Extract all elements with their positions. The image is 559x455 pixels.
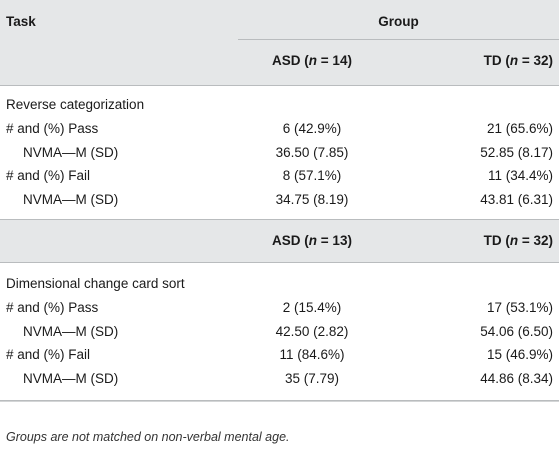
row-label: NVMA—M (SD) (23, 371, 119, 386)
asd-value: 2 (15.4%) (282, 300, 342, 315)
row-label: # and (%) Pass (6, 121, 99, 136)
asd-column-header: ASD (n = 14) (272, 53, 352, 68)
footnote: Groups are not matched on non-verbal men… (6, 430, 290, 444)
header-band (0, 0, 559, 85)
td-value: 52.85 (8.17) (480, 145, 553, 160)
row-label: NVMA—M (SD) (23, 324, 119, 339)
asd-value: 36.50 (7.85) (275, 145, 349, 160)
section-title-row: Reverse categorization (0, 93, 559, 117)
td-value: 15 (46.9%) (486, 347, 553, 362)
table-row: NVMA—M (SD) 36.50 (7.85) 52.85 (8.17) (0, 141, 559, 165)
asd-value: 11 (84.6%) (279, 347, 345, 362)
section-title-reverse-categorization: Reverse categorization (6, 97, 145, 112)
td-column-header: TD (n = 32) (483, 53, 553, 68)
table-row: # and (%) Fail 8 (57.1%) 11 (34.4%) (0, 164, 559, 188)
header-row-columns-1: ASD (n = 14) TD (n = 32) (0, 49, 559, 73)
table-bottom-rule (0, 400, 559, 401)
table-row: NVMA—M (SD) 42.50 (2.82) 54.06 (6.50) (0, 320, 559, 344)
task-header: Task (6, 14, 36, 29)
table-row: NVMA—M (SD) 35 (7.79) 44.86 (8.34) (0, 367, 559, 391)
row-label: NVMA—M (SD) (23, 192, 119, 207)
asd-value: 8 (57.1%) (282, 168, 342, 183)
row-label: # and (%) Fail (6, 347, 91, 362)
table-row: NVMA—M (SD) 34.75 (8.19) 43.81 (6.31) (0, 188, 559, 212)
section-divider-top (0, 219, 559, 220)
td-value: 21 (65.6%) (486, 121, 553, 136)
section-divider-bottom (0, 262, 559, 263)
section-title-row: Dimensional change card sort (0, 272, 559, 296)
group-header: Group (378, 14, 419, 29)
row-label: # and (%) Pass (6, 300, 99, 315)
asd-value: 34.75 (8.19) (275, 192, 349, 207)
table-bottom-rule-shadow (0, 401, 559, 402)
table-row: # and (%) Fail 11 (84.6%) 15 (46.9%) (0, 343, 559, 367)
asd-column-header: ASD (n = 13) (272, 233, 352, 248)
td-column-header: TD (n = 32) (483, 233, 553, 248)
section-title-dimensional-change-card-sort: Dimensional change card sort (6, 276, 185, 291)
td-value: 43.81 (6.31) (480, 192, 553, 207)
table-row: # and (%) Pass 2 (15.4%) 17 (53.1%) (0, 296, 559, 320)
group-underline (238, 39, 559, 40)
td-value: 17 (53.1%) (486, 300, 553, 315)
td-value: 54.06 (6.50) (480, 324, 553, 339)
table-row: # and (%) Pass 6 (42.9%) 21 (65.6%) (0, 117, 559, 141)
asd-value: 35 (7.79) (284, 371, 340, 386)
header-row-columns-2: ASD (n = 13) TD (n = 32) (0, 229, 559, 253)
header-divider (0, 85, 559, 86)
row-label: NVMA—M (SD) (23, 145, 119, 160)
td-value: 44.86 (8.34) (480, 371, 553, 386)
asd-value: 42.50 (2.82) (275, 324, 349, 339)
row-label: # and (%) Fail (6, 168, 91, 183)
section2-header-band (0, 220, 559, 262)
header-row-top: Task Group (0, 10, 559, 34)
td-value: 11 (34.4%) (487, 168, 553, 183)
asd-value: 6 (42.9%) (282, 121, 342, 136)
